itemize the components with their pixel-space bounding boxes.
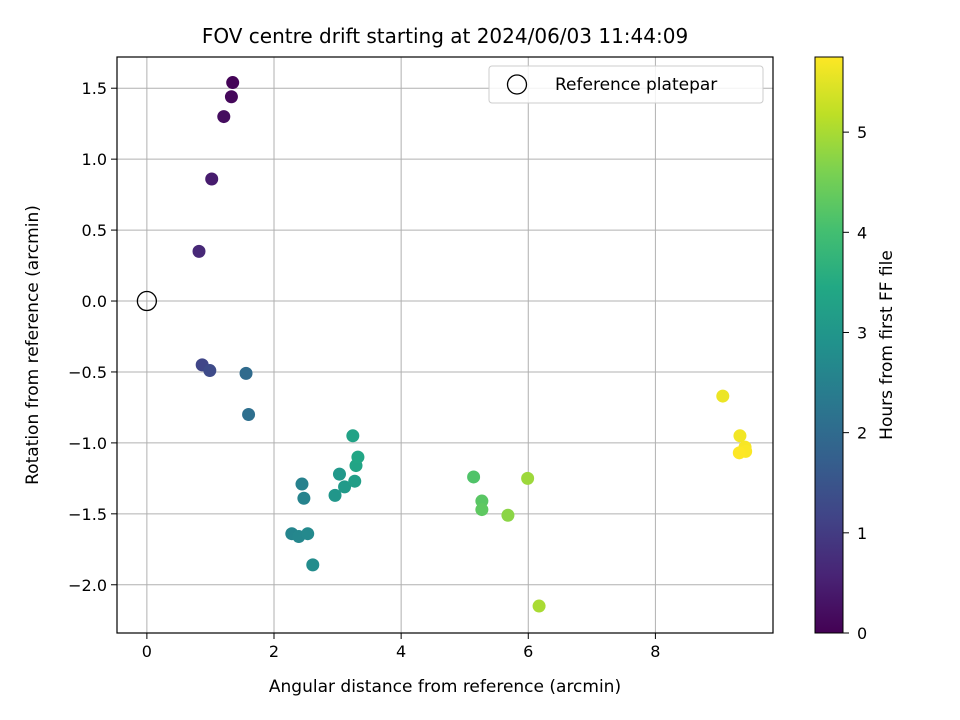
- data-point: [295, 477, 309, 491]
- data-point: [521, 471, 535, 485]
- data-point: [306, 558, 320, 572]
- y-axis-label: Rotation from reference (arcmin): [23, 205, 43, 485]
- data-point: [475, 503, 489, 517]
- data-point: [532, 599, 546, 613]
- data-point: [346, 429, 360, 443]
- data-point: [328, 488, 342, 502]
- colorbar-tick-label: 2: [857, 424, 867, 443]
- y-axis-ticks: −2.0 −1.5 −1.0 −0.5 0.0 0.5 1.0 1.5: [68, 79, 117, 595]
- data-point: [501, 508, 515, 522]
- data-point: [732, 446, 746, 460]
- grid-lines: [117, 57, 773, 633]
- x-axis-ticks: 0 2 4 6 8: [142, 633, 660, 661]
- data-point: [348, 474, 362, 488]
- data-point: [716, 389, 730, 403]
- colorbar: 0 1 2 3 4 5 Hours from first FF file: [814, 56, 897, 643]
- data-point: [203, 364, 217, 378]
- y-tick-label: 1.0: [82, 150, 107, 169]
- data-point: [239, 366, 253, 380]
- x-tick-label: 2: [269, 642, 279, 661]
- data-point: [242, 408, 256, 422]
- data-point: [226, 76, 240, 90]
- legend: Reference platepar: [488, 65, 764, 104]
- y-tick-label: −1.0: [68, 434, 107, 453]
- x-axis-label: Angular distance from reference (arcmin): [269, 677, 621, 697]
- x-tick-label: 4: [396, 642, 406, 661]
- legend-box: [488, 65, 764, 104]
- data-point: [224, 90, 238, 104]
- plot-frame: [116, 56, 774, 634]
- data-point: [217, 110, 231, 124]
- data-point: [192, 244, 206, 258]
- colorbar-tick-label: 4: [857, 223, 867, 242]
- colorbar-ticks: 0 1 2 3 4 5: [843, 123, 867, 643]
- colorbar-label: Hours from first FF file: [877, 250, 897, 440]
- chart-title: FOV centre drift starting at 2024/06/03 …: [202, 24, 688, 48]
- colorbar-tick-label: 1: [857, 524, 867, 543]
- y-tick-label: 0.0: [82, 292, 107, 311]
- colorbar-tick-label: 0: [857, 624, 867, 643]
- colorbar-tick-label: 5: [857, 123, 867, 142]
- y-tick-label: 0.5: [82, 221, 107, 240]
- data-point: [467, 470, 481, 484]
- legend-marker-reference: [506, 74, 528, 95]
- data-point: [338, 480, 352, 494]
- legend-label-reference: Reference platepar: [555, 75, 717, 95]
- y-tick-label: 1.5: [82, 79, 107, 98]
- data-point: [205, 172, 219, 186]
- data-points: [136, 76, 753, 613]
- reference-point-marker: [136, 290, 158, 312]
- data-point: [297, 491, 311, 505]
- colorbar-gradient: [814, 56, 844, 634]
- data-point: [301, 527, 315, 541]
- y-tick-label: −1.5: [68, 505, 107, 524]
- y-tick-label: −0.5: [68, 363, 107, 382]
- data-point: [733, 429, 747, 443]
- data-point: [332, 467, 346, 481]
- x-tick-label: 6: [523, 642, 533, 661]
- x-tick-label: 0: [142, 642, 152, 661]
- data-point: [351, 450, 365, 464]
- x-tick-label: 8: [650, 642, 660, 661]
- y-tick-label: −2.0: [68, 576, 107, 595]
- colorbar-tick-label: 3: [857, 323, 867, 342]
